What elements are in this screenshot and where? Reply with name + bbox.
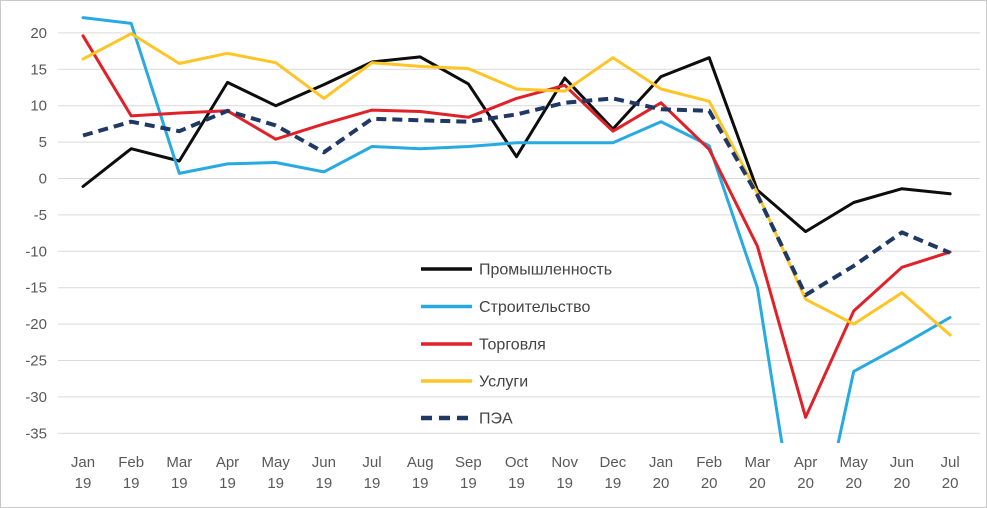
series-line-construction [81,16,952,443]
legend-item-trade: Торговля [421,337,546,354]
y-tick-label: -30 [25,389,47,406]
x-tick-label-jul-20: Jul 20 [941,454,960,492]
legend-item-construction: Строительство [421,299,590,316]
y-tick-label: -15 [25,280,47,297]
legend-label-construction: Строительство [479,299,590,316]
legend-label-services: Услуги [479,374,528,391]
x-tick-label-feb-19: Feb 19 [118,454,144,492]
x-tick-label-apr-20: Apr 20 [794,454,817,492]
y-tick-label: 20 [30,25,47,42]
x-tick-label-apr-19: Apr 19 [216,454,239,492]
x-tick-label-dec-19: Dec 19 [600,454,627,492]
x-tick-label-feb-20: Feb 20 [696,454,722,492]
x-tick-label-nov-19: Nov 19 [551,454,578,492]
y-tick-label: 10 [30,98,47,115]
y-tick-label: -10 [25,243,47,260]
x-tick-label-jan-20: Jan 20 [649,454,673,492]
x-tick-label-oct-19: Oct 19 [505,454,529,492]
y-tick-label: -5 [34,207,47,224]
y-tick-label: 0 [39,171,47,188]
y-tick-label: 5 [39,134,47,151]
x-tick-label-mar-19: Mar 19 [166,454,192,492]
legend-label-pea: ПЭА [479,411,513,428]
x-tick-label-may-20: May 20 [840,454,869,492]
legend-item-industry: Промышленность [421,262,612,279]
x-tick-label-jul-19: Jul 19 [362,454,381,492]
y-tick-label: -20 [25,316,47,333]
x-tick-label-jan-19: Jan 19 [71,454,95,492]
x-tick-label-aug-19: Aug 19 [407,454,434,492]
x-tick-label-may-19: May 19 [262,454,291,492]
legend-item-services: Услуги [421,374,528,391]
x-axis-tick-labels: Jan 19 Feb 19 Mar 19 Apr 19 May 19 Jun 19 Jul 19 Aug 19… [71,454,960,492]
legend-item-pea: ПЭА [421,411,513,428]
legend: Промышленность Строительство Торговля Услуг… [421,262,612,428]
series-line-pea [82,96,951,297]
y-axis-tick-labels: 20 15 10 5 0 -5 -10 -15 -20 -25 -30 -35 [25,25,47,442]
series-line-services [81,32,952,337]
x-tick-label-jun-20: Jun 20 [890,454,914,492]
legend-label-trade: Торговля [479,337,546,354]
x-tick-label-sep-19: Sep 19 [455,454,482,492]
series-line-industry [81,55,952,234]
y-tick-label: -25 [25,353,47,370]
series-lines [81,16,952,443]
x-tick-label-mar-20: Mar 20 [744,454,770,492]
y-tick-label: 15 [30,61,47,78]
x-tick-label-jun-19: Jun 19 [312,454,336,492]
legend-label-industry: Промышленность [479,262,612,279]
y-tick-label: -35 [25,425,47,442]
